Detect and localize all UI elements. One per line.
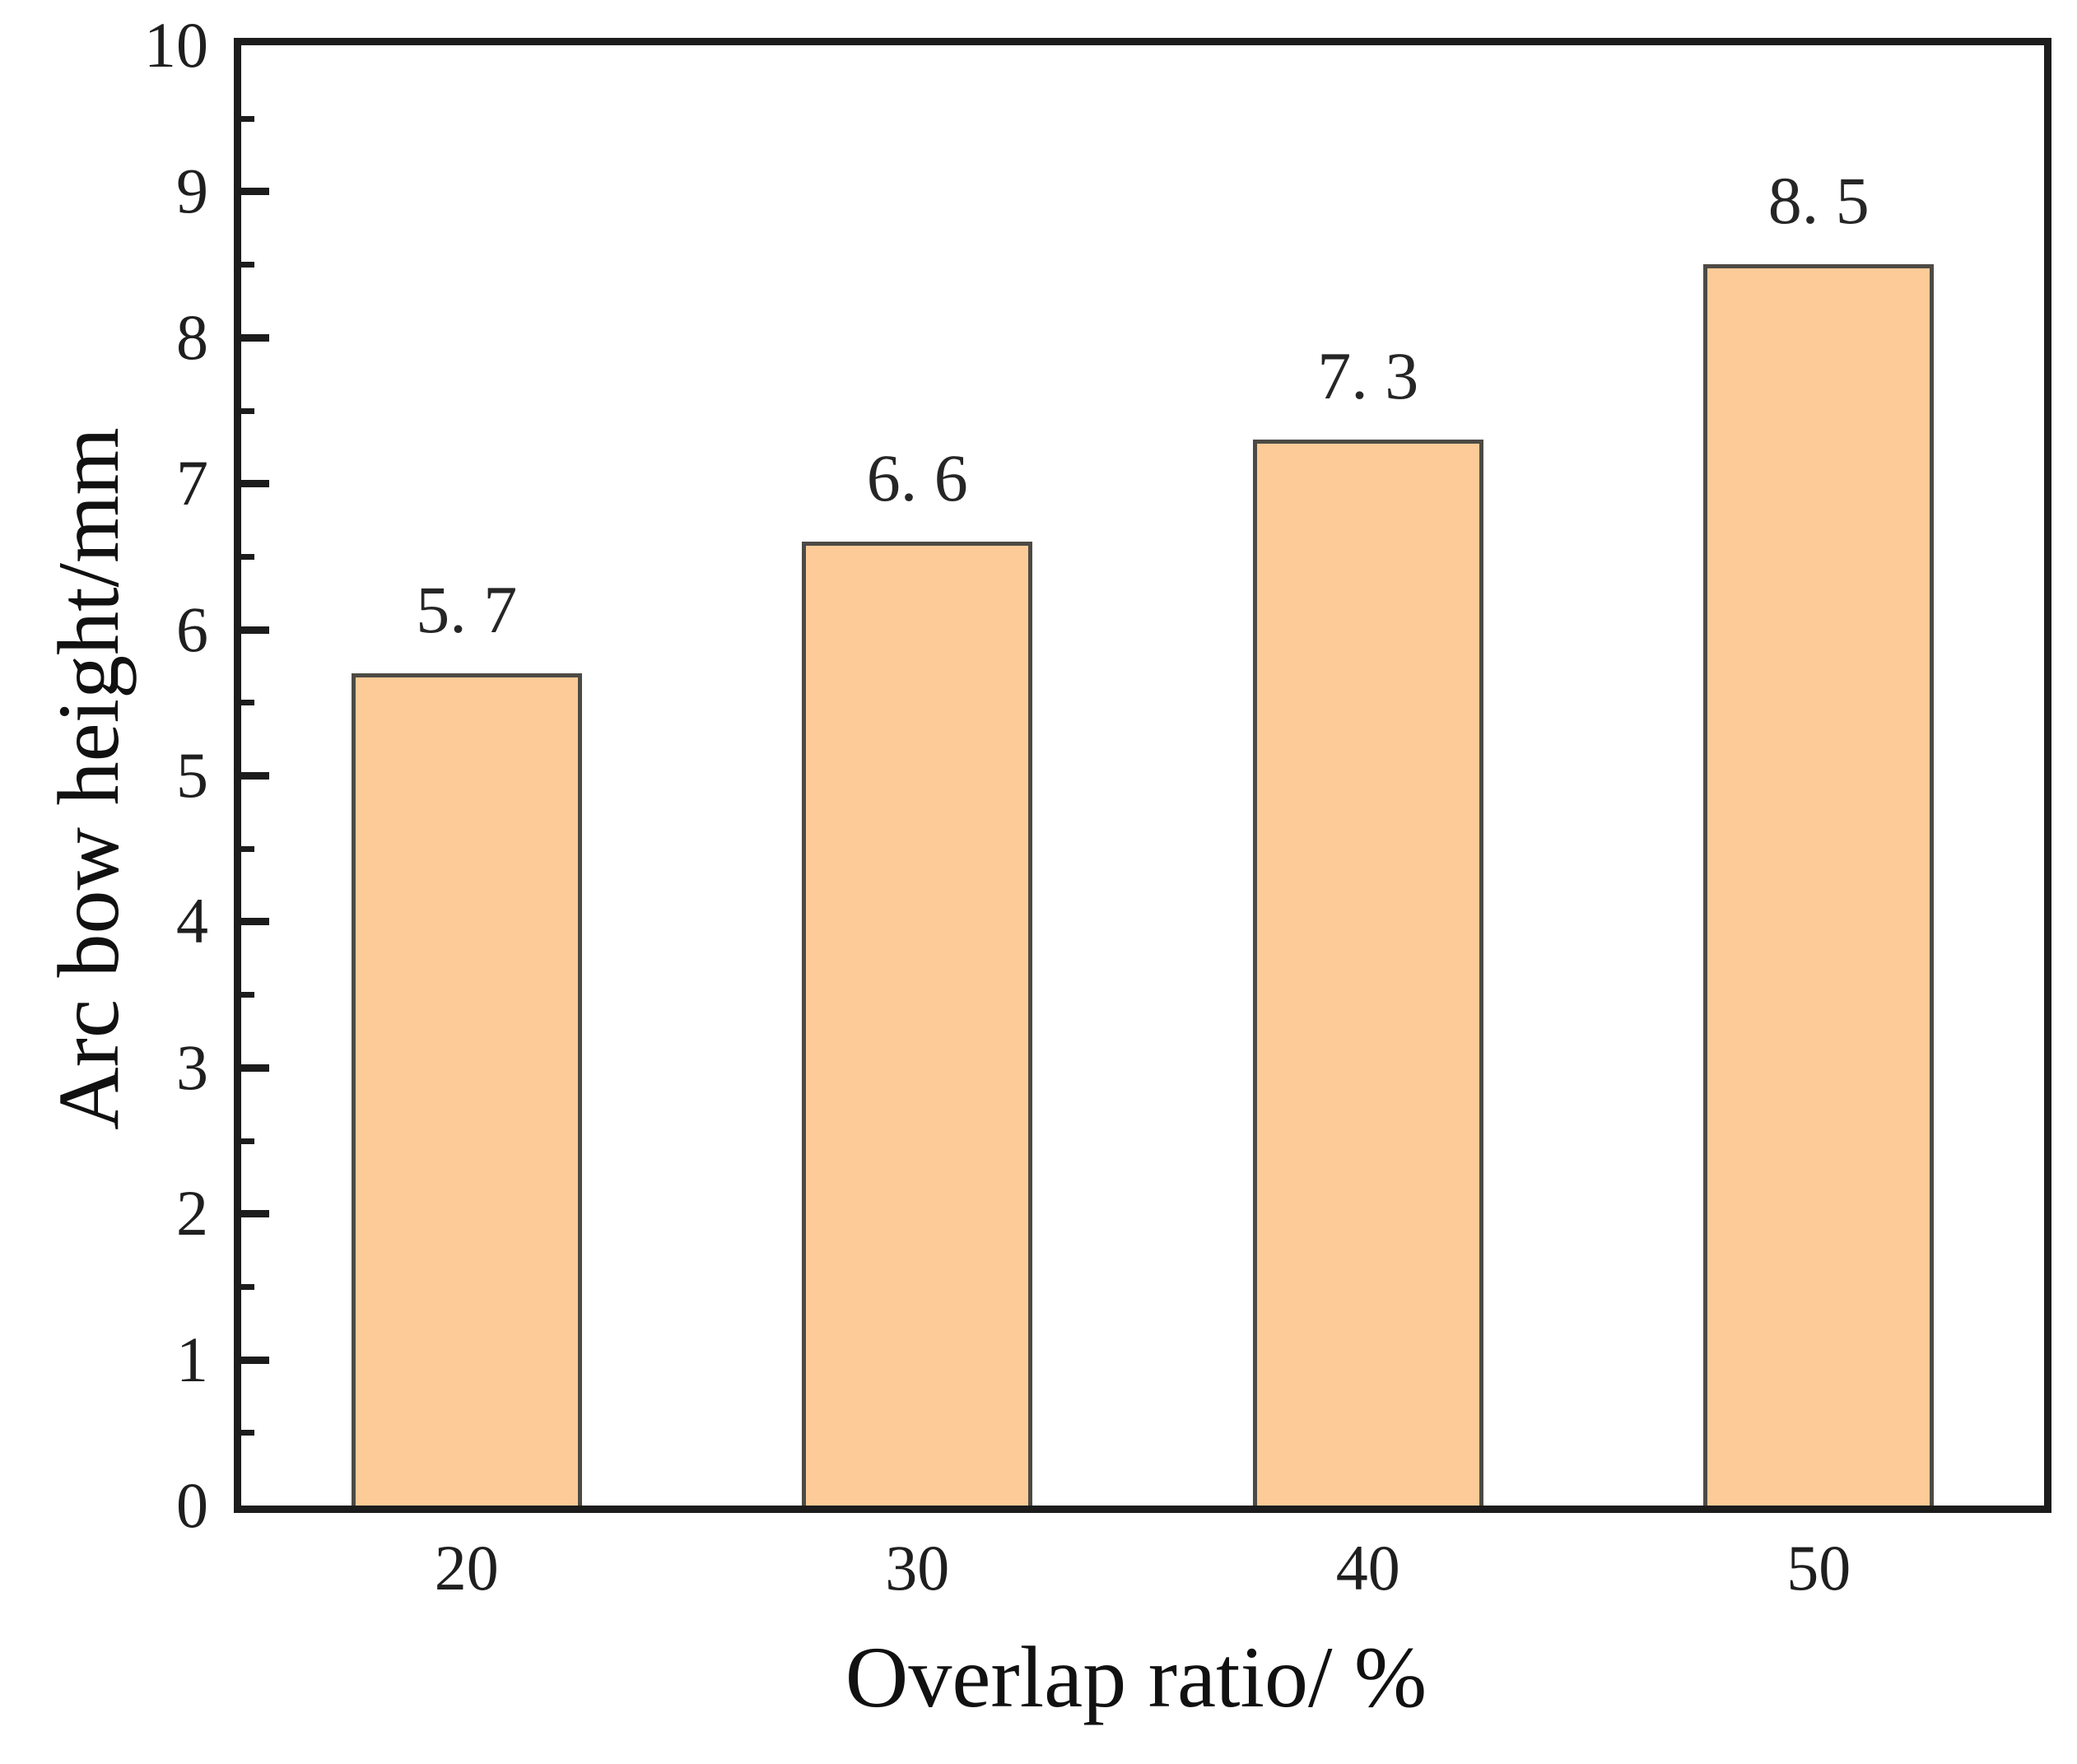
y-tick-label: 10 (144, 9, 208, 81)
bar (1703, 264, 1935, 1506)
y-minor-tick (241, 262, 254, 268)
y-tick-label: 6 (176, 593, 208, 665)
y-tick-label: 1 (176, 1323, 208, 1395)
bar (802, 542, 1033, 1506)
y-minor-tick (241, 553, 254, 560)
y-minor-tick (241, 845, 254, 852)
bar-value-label: 5. 7 (416, 571, 518, 647)
bar-value-label: 7. 3 (1317, 337, 1419, 413)
y-major-tick (241, 480, 269, 488)
y-minor-tick (241, 1138, 254, 1144)
x-axis-title: Overlap ratio/ % (845, 1629, 1427, 1725)
y-minor-tick (241, 407, 254, 414)
y-major-tick (241, 1064, 269, 1072)
x-tick-label: 30 (885, 1532, 950, 1603)
y-tick-label: 2 (176, 1177, 208, 1250)
y-tick-label: 3 (176, 1031, 208, 1103)
y-tick-label: 8 (176, 300, 208, 373)
x-tick-label: 40 (1335, 1532, 1400, 1603)
y-tick-label: 0 (176, 1469, 208, 1541)
y-major-tick (241, 918, 269, 926)
y-major-tick (241, 188, 269, 196)
y-minor-tick (241, 1283, 254, 1290)
y-minor-tick (241, 1430, 254, 1436)
y-tick-label: 5 (176, 739, 208, 811)
y-tick-label: 9 (176, 155, 208, 227)
x-tick-label: 50 (1786, 1532, 1851, 1603)
x-tick-label: 20 (434, 1532, 499, 1603)
bar-value-label: 6. 6 (866, 440, 968, 516)
bar (351, 673, 582, 1506)
y-major-tick (241, 772, 269, 780)
y-tick-label: 4 (176, 885, 208, 957)
y-major-tick (241, 1356, 269, 1364)
plot-area (234, 38, 2051, 1513)
y-minor-tick (241, 992, 254, 998)
bar-value-label: 8. 5 (1767, 163, 1870, 239)
y-major-tick (241, 1210, 269, 1218)
y-tick-label: 7 (176, 447, 208, 519)
y-major-tick (241, 333, 269, 342)
y-minor-tick (241, 700, 254, 706)
bar (1252, 439, 1483, 1506)
y-minor-tick (241, 115, 254, 122)
y-major-tick (241, 626, 269, 634)
